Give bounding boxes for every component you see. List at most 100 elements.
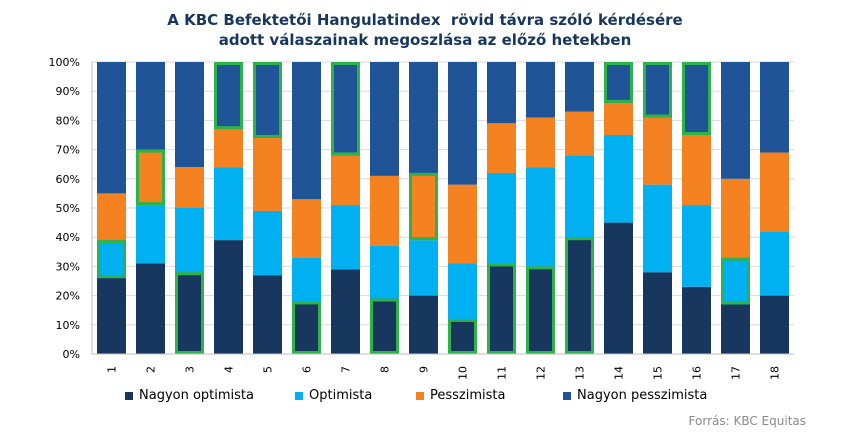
- y-tick-label: 90%: [56, 85, 80, 98]
- x-tick-label: 1: [106, 366, 119, 373]
- bar-segment: [214, 167, 243, 241]
- y-tick-label: 40%: [56, 231, 80, 244]
- y-tick-label: 20%: [56, 290, 80, 303]
- bar-segment: [331, 155, 360, 206]
- x-tick-label: 2: [145, 366, 158, 373]
- y-tick-label: 50%: [56, 202, 80, 215]
- x-tick-label: 8: [379, 366, 392, 373]
- highlight-outline: [487, 263, 516, 355]
- bar-segment: [526, 117, 555, 168]
- bar-segment: [253, 62, 282, 138]
- bar-segment: [253, 210, 282, 276]
- legend-label-pesszimista: Pesszimista: [430, 388, 506, 403]
- bar-segment: [487, 123, 516, 173]
- bar-segment: [97, 193, 126, 241]
- highlight-outline: [526, 266, 555, 354]
- highlight-outline: [253, 62, 282, 138]
- bar-segment: [175, 167, 204, 208]
- bar-segment: [175, 272, 204, 354]
- y-tick-label: 10%: [56, 319, 80, 332]
- legend-item-pesszimista: Pesszimista: [416, 388, 505, 403]
- highlight-outline: [97, 240, 126, 279]
- bar-segment: [643, 272, 672, 354]
- bar-segment: [370, 245, 399, 299]
- bar-segment: [526, 167, 555, 267]
- highlight-outline: [565, 237, 594, 354]
- bar-segment: [175, 208, 204, 273]
- legend-swatch-optimista: [295, 391, 303, 400]
- bar-segment: [487, 172, 516, 264]
- y-tick-label: 100%: [49, 56, 80, 69]
- y-tick-label: 80%: [56, 114, 80, 127]
- bar-segment: [682, 62, 711, 135]
- bar-segment: [604, 102, 633, 135]
- bar-segment: [565, 155, 594, 238]
- bar-segment: [760, 62, 789, 153]
- bar-segment: [487, 263, 516, 354]
- bar-segment: [643, 184, 672, 273]
- x-tick-label: 4: [223, 366, 236, 373]
- x-tick-label: 3: [184, 366, 197, 373]
- highlight-outline: [136, 149, 165, 206]
- legend-swatch-nagyon-optimista: [125, 391, 133, 400]
- highlight-outline: [409, 172, 438, 241]
- source-note: Forrás: KBC Equitas: [688, 414, 806, 428]
- highlight-outline: [448, 318, 477, 354]
- highlight-outline: [292, 301, 321, 355]
- bar-segment: [136, 205, 165, 264]
- bar-segment: [331, 269, 360, 354]
- y-tick-label: 60%: [56, 173, 80, 186]
- bar-segment: [370, 62, 399, 176]
- bar-segment: [331, 62, 360, 156]
- x-tick-label: 18: [769, 366, 782, 380]
- bar-segment: [292, 199, 321, 258]
- bar-segment: [136, 263, 165, 354]
- bar-segment: [370, 298, 399, 354]
- legend-item-optimista: Optimista: [295, 388, 372, 403]
- bar-segment: [448, 184, 477, 264]
- x-tick-label: 15: [652, 366, 665, 380]
- bar-segment: [526, 266, 555, 354]
- legend-item-nagyon-optimista: Nagyon optimista: [125, 388, 254, 403]
- bar-segment: [565, 237, 594, 354]
- bar-segment: [526, 62, 555, 118]
- bar-segment: [448, 263, 477, 319]
- bar-segment: [253, 275, 282, 354]
- bar-segment: [409, 62, 438, 173]
- bar-segment: [448, 318, 477, 354]
- y-tick-label: 70%: [56, 144, 80, 157]
- bar-segment: [565, 62, 594, 112]
- highlight-outline: [604, 62, 633, 103]
- chart-title: A KBC Befektetői Hangulatindex rövid táv…: [0, 10, 850, 50]
- bar-segment: [331, 205, 360, 270]
- y-tick-label: 30%: [56, 260, 80, 273]
- y-tick-label: 0%: [63, 348, 80, 361]
- bar-segment: [760, 295, 789, 354]
- bar-segment: [409, 240, 438, 296]
- x-tick-label: 10: [457, 366, 470, 380]
- bar-segment: [448, 62, 477, 185]
- legend-item-nagyon-pesszimista: Nagyon pesszimista: [563, 388, 707, 403]
- x-tick-label: 5: [262, 366, 275, 373]
- chart-title-line1: A KBC Befektetői Hangulatindex rövid táv…: [167, 11, 683, 29]
- bar-segment: [604, 62, 633, 103]
- x-tick-label: 14: [613, 366, 626, 380]
- bar-segment: [370, 175, 399, 246]
- x-tick-label: 12: [535, 366, 548, 380]
- bar-segment: [214, 240, 243, 354]
- x-tick-label: 9: [418, 366, 431, 373]
- chart-legend: Nagyon optimista Optimista Pesszimista N…: [0, 388, 850, 406]
- bar-segment: [721, 304, 750, 354]
- highlight-outline: [643, 62, 672, 118]
- bar-segment: [760, 152, 789, 232]
- x-tick-label: 13: [574, 366, 587, 380]
- bar-segment: [643, 62, 672, 118]
- bar-segment: [214, 62, 243, 130]
- highlight-outline: [214, 62, 243, 130]
- bar-segment: [214, 129, 243, 168]
- bar-segment: [292, 62, 321, 200]
- legend-swatch-nagyon-pesszimista: [563, 391, 571, 400]
- bar-segment: [721, 62, 750, 179]
- highlight-outline: [721, 257, 750, 305]
